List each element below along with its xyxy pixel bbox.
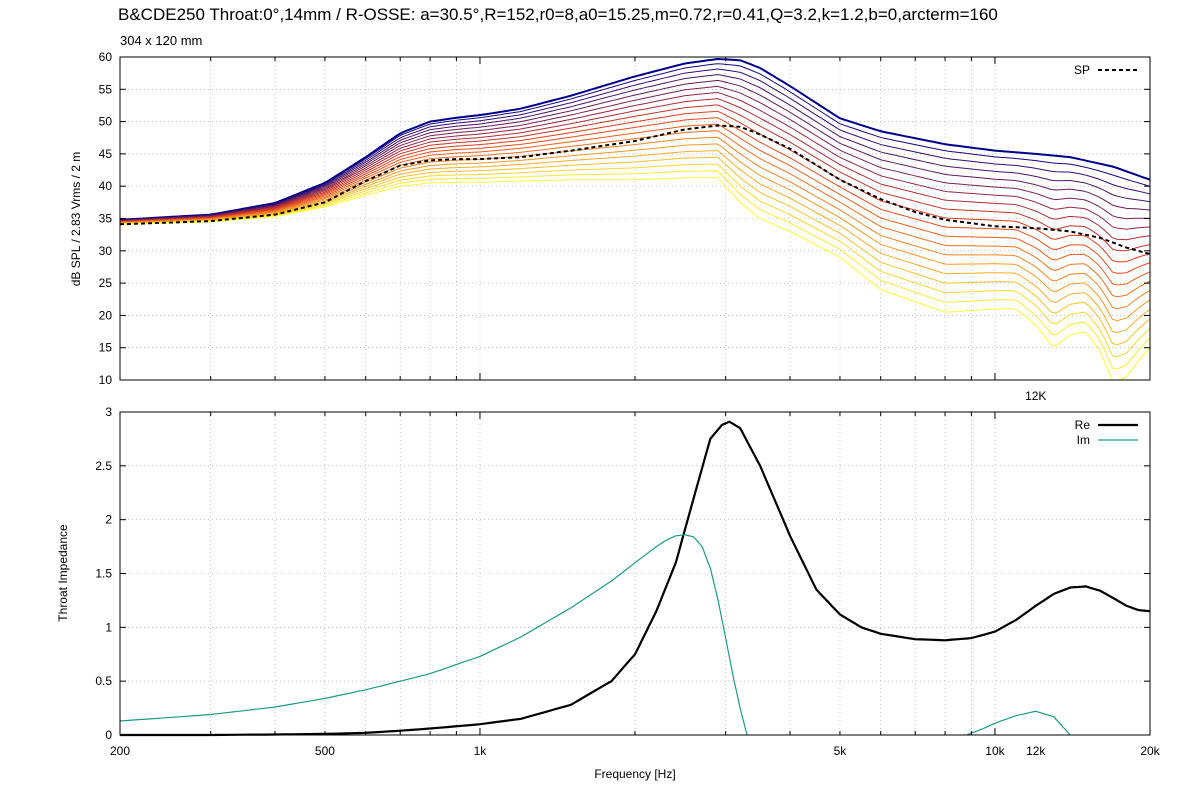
polar-response-line	[119, 117, 1151, 274]
impedance-grid	[119, 411, 1151, 736]
polar-response-line	[119, 136, 1151, 310]
polar-response-line	[119, 98, 1151, 241]
im-series-line	[966, 710, 1071, 736]
polar-response-line	[119, 177, 1151, 381]
legend-label-im: Im	[1077, 433, 1090, 447]
re-series-line	[120, 420, 1151, 737]
y-tick-label: 50	[99, 115, 113, 129]
polar-response-line	[119, 63, 1151, 221]
spl-ticks: 10 15 20 25 30 35 40 45 50 55 60 12K	[99, 50, 1151, 403]
polar-response-line	[119, 163, 1151, 358]
polar-response-line	[119, 170, 1151, 370]
chart-subtitle: 304 x 120 mm	[120, 33, 203, 48]
y-tick-label: 10	[99, 373, 113, 387]
impedance-ticks: 0 0.5 1 1.5 2 2.5 3 200 500 1k 5k 10k 12k 20k	[95, 405, 1160, 758]
x-tick-label: 12K	[1025, 389, 1046, 403]
polar-response-line	[119, 91, 1151, 230]
polar-response-line	[119, 85, 1151, 222]
polar-response-line	[119, 68, 1151, 221]
polar-response-line	[119, 79, 1151, 222]
x-tick-label: 500	[315, 744, 335, 758]
y-tick-label: 30	[99, 244, 113, 258]
polar-response-line	[119, 57, 1151, 221]
x-tick-label: 1k	[474, 744, 488, 758]
spl-y-axis-label: dB SPL / 2.83 Vrms / 2 m	[69, 152, 83, 287]
spl-series	[119, 124, 1151, 255]
y-tick-label: 0.5	[95, 674, 112, 688]
sp-series-line	[119, 124, 1151, 255]
legend-label-re: Re	[1075, 418, 1091, 432]
y-tick-label: 15	[99, 341, 113, 355]
polar-response-line	[119, 110, 1151, 263]
polar-response-line	[119, 150, 1151, 334]
y-tick-label: 3	[105, 405, 112, 419]
y-tick-label: 0	[105, 728, 112, 742]
legend-label-sp: SP	[1074, 63, 1090, 77]
y-tick-label: 40	[99, 179, 113, 193]
spl-polar-family	[119, 57, 1151, 381]
y-tick-label: 55	[99, 82, 113, 96]
y-tick-label: 1	[105, 620, 112, 634]
impedance-y-axis-label: Throat Impedance	[56, 524, 70, 622]
y-tick-label: 60	[99, 50, 113, 64]
polar-response-line	[119, 130, 1151, 298]
polar-response-line	[119, 143, 1151, 322]
chart-title: B&CDE250 Throat:0°,14mm / R-OSSE: a=30.5…	[118, 5, 998, 24]
im-series-line	[119, 534, 748, 736]
y-tick-label: 20	[99, 308, 113, 322]
y-tick-label: 2.5	[95, 459, 112, 473]
x-tick-label: 200	[110, 744, 130, 758]
x-tick-label: 10k	[985, 744, 1005, 758]
x-tick-label: 5k	[834, 744, 848, 758]
impedance-plot: 0 0.5 1 1.5 2 2.5 3 200 500 1k 5k 10k 12k 20k Throat …	[56, 405, 1161, 781]
y-tick-label: 1.5	[95, 567, 112, 581]
polar-response-line	[119, 104, 1151, 252]
polar-response-line	[119, 156, 1151, 346]
polar-response-line	[119, 74, 1151, 221]
impedance-series	[119, 420, 1151, 737]
y-tick-label: 35	[99, 212, 113, 226]
polar-response-line	[119, 123, 1151, 286]
x-tick-label: 20k	[1140, 744, 1160, 758]
y-tick-label: 2	[105, 513, 112, 527]
spl-legend: SP	[1074, 63, 1138, 77]
y-tick-label: 45	[99, 147, 113, 161]
y-tick-label: 25	[99, 276, 113, 290]
spl-plot: 10 15 20 25 30 35 40 45 50 55 60 12K dB SPL / 2.83 …	[69, 50, 1151, 403]
x-tick-label: 12k	[1026, 744, 1046, 758]
frequency-x-axis-label: Frequency [Hz]	[594, 767, 675, 781]
